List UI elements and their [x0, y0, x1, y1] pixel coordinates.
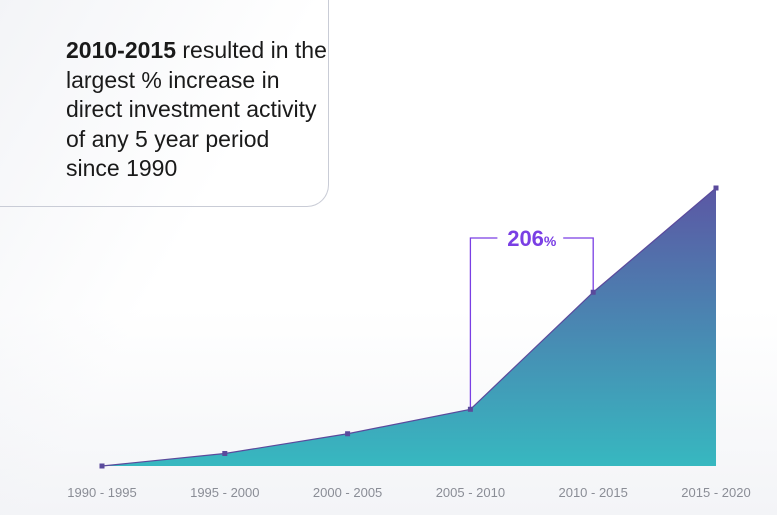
- data-point-marker: [713, 185, 719, 191]
- increase-value: 206: [507, 226, 544, 251]
- x-tick-label: 2015 - 2020: [681, 485, 750, 500]
- increase-bracket: 206%: [469, 226, 594, 410]
- area-layer: [101, 187, 717, 467]
- x-tick-label: 1995 - 2000: [190, 485, 259, 500]
- increase-unit: %: [544, 233, 557, 249]
- x-tick-label: 2000 - 2005: [313, 485, 382, 500]
- x-tick-label: 2005 - 2010: [436, 485, 505, 500]
- data-point-marker: [99, 463, 105, 469]
- series-line: [101, 187, 717, 467]
- area-fill: [102, 188, 716, 466]
- x-tick-label: 2010 - 2015: [558, 485, 627, 500]
- marker-layer: [99, 185, 719, 469]
- bracket-line: [469, 237, 594, 410]
- data-point-marker: [345, 431, 351, 437]
- headline-callout-box: [0, 0, 329, 207]
- x-tick-label: 1990 - 1995: [67, 485, 136, 500]
- headline-rest: resulted in the largest % increase in di…: [66, 37, 327, 181]
- headline-text: 2010-2015 resulted in the largest % incr…: [66, 36, 328, 184]
- headline-bold-period: 2010-2015: [66, 37, 176, 63]
- data-point-marker: [590, 289, 596, 295]
- data-point-marker: [222, 450, 228, 456]
- increase-label: 206%: [507, 226, 557, 251]
- data-point-marker: [467, 406, 473, 412]
- x-axis-ticks: 1990 - 1995 1995 - 2000 2000 - 2005 2005 - …: [67, 485, 750, 500]
